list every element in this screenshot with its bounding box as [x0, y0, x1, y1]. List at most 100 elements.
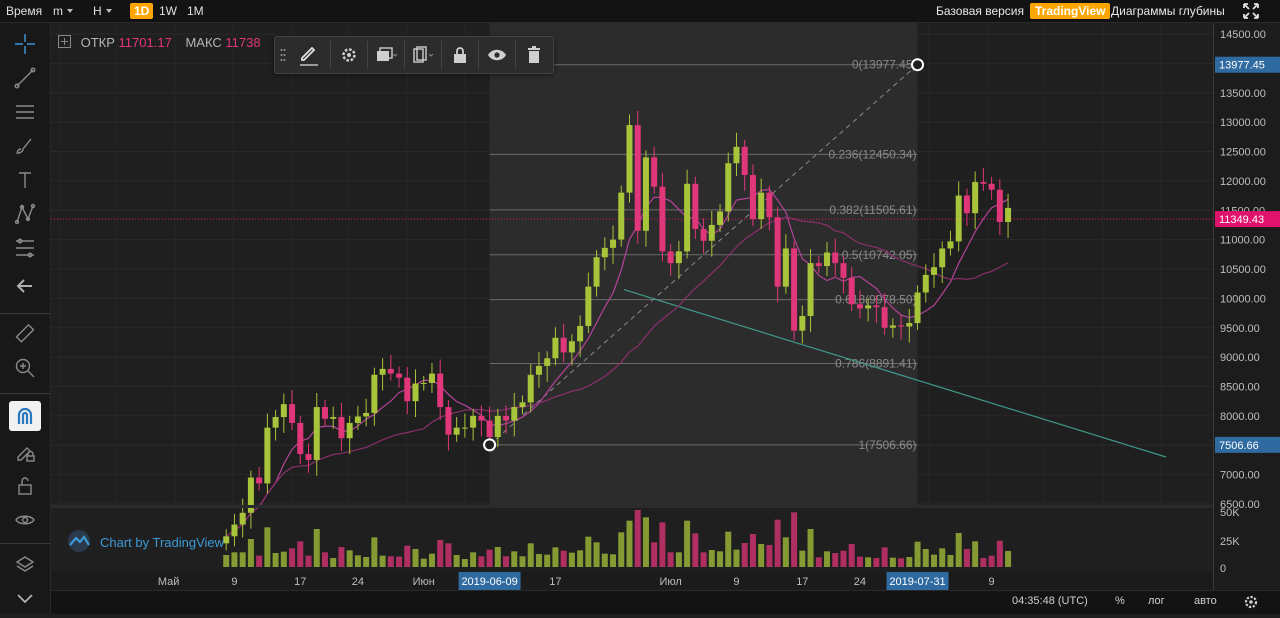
lock-icon[interactable] [442, 37, 478, 73]
candle[interactable] [931, 267, 937, 275]
candle[interactable] [601, 247, 608, 258]
candle[interactable] [478, 415, 485, 421]
fib-retracement-area[interactable] [489, 23, 918, 505]
interval-1w[interactable]: 1W [159, 4, 177, 18]
drag-handle-icon[interactable] [277, 37, 289, 73]
candle[interactable] [577, 325, 584, 342]
interval-1d[interactable]: 1D [130, 3, 154, 19]
pencil-icon[interactable] [291, 37, 327, 73]
candle[interactable] [321, 407, 328, 419]
candle[interactable] [305, 454, 312, 460]
candle[interactable] [272, 417, 279, 428]
candle[interactable] [651, 157, 658, 187]
candle[interactable] [396, 373, 403, 378]
candle[interactable] [717, 211, 724, 225]
candle[interactable] [404, 377, 411, 402]
candle[interactable] [955, 195, 962, 242]
time-axis[interactable] [51, 572, 1213, 590]
fib-icon[interactable] [9, 233, 41, 263]
candle[interactable] [963, 195, 970, 214]
legend-icon[interactable] [58, 35, 71, 48]
candle[interactable] [774, 217, 781, 287]
candle[interactable] [453, 427, 460, 435]
candle[interactable] [725, 163, 732, 212]
percent-toggle[interactable]: % [1115, 595, 1125, 607]
candle[interactable] [840, 263, 847, 278]
candle[interactable] [363, 412, 370, 417]
candle[interactable] [659, 186, 666, 252]
unlock-icon[interactable] [9, 471, 41, 501]
candle[interactable] [749, 175, 756, 220]
candle[interactable] [289, 404, 296, 423]
candle[interactable] [610, 239, 617, 248]
trash-icon[interactable] [516, 37, 552, 73]
candle[interactable] [766, 192, 773, 218]
magnet-icon[interactable] [9, 401, 41, 431]
fib-trend-line[interactable] [489, 64, 918, 446]
crosshair-icon[interactable] [9, 29, 41, 59]
brush-icon[interactable] [9, 131, 41, 161]
horizontal-lines-icon[interactable] [9, 97, 41, 127]
candle[interactable] [387, 368, 394, 374]
price-axis[interactable]: 14500.0014000.0013500.0013000.0012500.00… [1213, 23, 1280, 590]
candle[interactable] [503, 415, 510, 421]
candle[interactable] [552, 337, 559, 359]
candle[interactable] [618, 192, 625, 240]
chevron-down-icon[interactable] [9, 583, 41, 613]
candle[interactable] [568, 341, 575, 353]
candle[interactable] [972, 182, 979, 214]
lock-drawing-icon[interactable] [9, 437, 41, 467]
candle[interactable] [791, 248, 798, 331]
candle[interactable] [815, 263, 822, 267]
trend-line[interactable] [623, 288, 1167, 458]
candle[interactable] [873, 305, 880, 308]
candle[interactable] [1005, 207, 1012, 222]
candle[interactable] [700, 229, 707, 241]
candle[interactable] [799, 316, 806, 331]
candle[interactable] [684, 183, 691, 252]
candle[interactable] [914, 292, 921, 324]
candle[interactable] [996, 189, 1003, 222]
gear-icon[interactable] [1243, 594, 1259, 615]
interval-minutes[interactable]: m [49, 3, 73, 19]
copy-icon[interactable] [368, 37, 404, 73]
clone-icon[interactable] [405, 37, 441, 73]
back-arrow-icon[interactable] [9, 271, 41, 301]
candle[interactable] [371, 374, 378, 413]
candle[interactable] [544, 358, 551, 366]
candle[interactable] [865, 305, 872, 309]
candle[interactable] [856, 304, 863, 309]
candle[interactable] [708, 224, 715, 241]
candle[interactable] [511, 407, 518, 421]
candle[interactable] [256, 477, 263, 484]
candle[interactable] [848, 277, 855, 305]
candle[interactable] [593, 257, 600, 287]
candle[interactable] [247, 477, 254, 513]
candle[interactable] [346, 422, 353, 439]
candle[interactable] [437, 373, 444, 408]
eye-icon[interactable] [9, 505, 41, 535]
candle[interactable] [807, 263, 814, 316]
fib-handle-end[interactable] [911, 58, 925, 72]
candle[interactable] [881, 307, 888, 328]
candle[interactable] [470, 415, 477, 428]
candle[interactable] [535, 365, 542, 375]
candle[interactable] [758, 192, 765, 220]
candle[interactable] [223, 536, 230, 544]
tradingview-tab[interactable]: TradingView [1030, 3, 1111, 19]
candle[interactable] [527, 374, 534, 403]
candle[interactable] [980, 182, 987, 184]
candle[interactable] [741, 146, 748, 175]
candle[interactable] [445, 407, 452, 435]
candle[interactable] [560, 337, 567, 353]
gear-icon[interactable] [331, 37, 367, 73]
candle[interactable] [988, 183, 995, 190]
auto-toggle[interactable]: авто [1194, 595, 1217, 607]
pattern-icon[interactable] [9, 199, 41, 229]
candle[interactable] [733, 146, 740, 164]
tradingview-watermark[interactable]: Chart by TradingView [64, 529, 224, 553]
price-chart[interactable]: 0(13977.45) 0.236(12450.34) 0.382(11505.61… [51, 23, 1213, 613]
candle[interactable] [585, 286, 592, 326]
candle[interactable] [922, 274, 929, 293]
chart-area[interactable]: 0(13977.45) 0.236(12450.34) 0.382(11505.61… [51, 23, 1213, 613]
